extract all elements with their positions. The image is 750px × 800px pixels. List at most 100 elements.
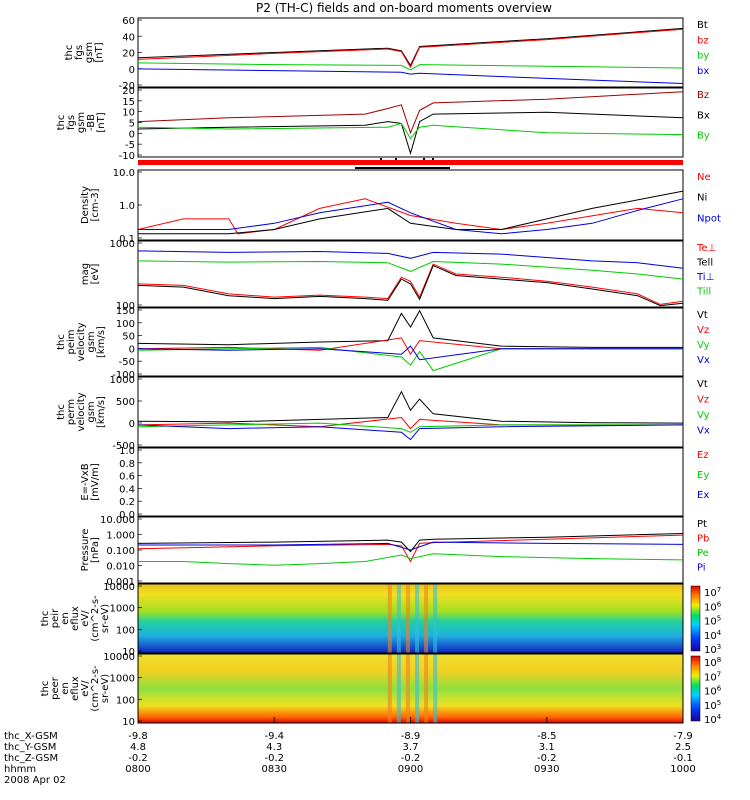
x-axis-value: 2.5 bbox=[675, 742, 691, 753]
series-line-Ti⊥ bbox=[137, 250, 684, 269]
y-tick-label: 15 bbox=[122, 97, 135, 108]
y-axis-label: thc bbox=[56, 334, 67, 350]
legend-label: Ey bbox=[697, 470, 709, 481]
spectrogram-feature bbox=[433, 654, 438, 723]
y-tick-label: 60 bbox=[122, 16, 135, 27]
y-tick-label: 1000 bbox=[110, 604, 135, 615]
x-axis-row-label: thc_X-GSM bbox=[4, 731, 58, 742]
y-axis-label: E=-VxB bbox=[80, 463, 91, 500]
panel-frame bbox=[137, 376, 684, 448]
y-tick-label: -50 bbox=[119, 357, 135, 368]
colorbar-tick-label: 107 bbox=[704, 586, 721, 599]
y-tick-label: 100 bbox=[116, 301, 135, 312]
y-tick-label: 0.8 bbox=[119, 459, 135, 470]
legend-label: Vy bbox=[697, 410, 710, 421]
y-axis-label: eflux bbox=[70, 676, 81, 701]
series-line-Vx bbox=[137, 424, 684, 441]
y-tick-label: 1.000 bbox=[106, 531, 135, 542]
series-line-Vt bbox=[137, 390, 684, 424]
y-axis-label: Density bbox=[80, 186, 91, 224]
y-tick-label: 150 bbox=[116, 306, 135, 317]
y-axis-label: thc bbox=[40, 681, 51, 697]
y-tick-label: 20 bbox=[122, 49, 135, 60]
x-axis-value: 1000 bbox=[670, 764, 695, 775]
y-tick-label: 20 bbox=[122, 86, 135, 97]
colorbar-tick-label: 107 bbox=[704, 670, 721, 683]
series-line-by bbox=[137, 62, 684, 71]
x-axis-table: thc_X-GSM -9.8 -9.4 -8.9 -8.5 -7.9 thc_Y-GSM 4.… bbox=[4, 717, 696, 786]
legend-label: Vx bbox=[697, 355, 710, 366]
y-axis-label: velocity bbox=[76, 392, 87, 431]
y-axis-label: [nPa] bbox=[90, 537, 101, 563]
legend-label: Vt bbox=[697, 310, 708, 321]
y-axis-label: (cm^2-s- bbox=[90, 665, 101, 712]
series-line-Bx bbox=[137, 111, 684, 156]
series-line-Ni bbox=[138, 190, 684, 235]
colorbar-tick-label: 104 bbox=[704, 713, 722, 726]
y-axis-label: peer bbox=[50, 676, 61, 700]
spectrogram-feature bbox=[415, 654, 420, 723]
colorbar-tick-label: 106 bbox=[704, 685, 722, 698]
y-axis-label: [km/s] bbox=[96, 396, 107, 428]
series-line-Ne bbox=[137, 198, 684, 235]
y-axis-label: eV/ bbox=[80, 680, 91, 697]
x-axis-value: -9.4 bbox=[264, 731, 284, 742]
legend-label: Till bbox=[696, 287, 711, 298]
y-tick-label: 10 bbox=[122, 108, 135, 119]
y-tick-label: 0 bbox=[129, 65, 135, 76]
x-axis-value: -8.5 bbox=[537, 731, 557, 742]
spectrogram-feature bbox=[396, 584, 401, 653]
legend-label: Pi bbox=[697, 563, 706, 574]
y-tick-label: 500 bbox=[116, 397, 135, 408]
y-tick-label: 10.000 bbox=[100, 515, 135, 526]
colorbar bbox=[690, 655, 701, 722]
x-axis-value: 3.1 bbox=[539, 742, 555, 753]
y-tick-label: 10000 bbox=[103, 652, 135, 663]
spectrogram-feature bbox=[424, 654, 429, 723]
spectrogram-feature bbox=[387, 584, 392, 653]
spectrogram-feature bbox=[405, 584, 410, 653]
y-tick-label: 1000 bbox=[110, 239, 135, 250]
y-axis-label: peim bbox=[66, 329, 77, 354]
panel-frame bbox=[137, 447, 684, 517]
series-line-Vz bbox=[137, 416, 683, 430]
legend-label: Vz bbox=[697, 325, 709, 336]
colorbar-tick-label: 108 bbox=[704, 656, 721, 669]
colorbar-tick-label: 105 bbox=[704, 699, 721, 712]
panel-frame bbox=[137, 17, 684, 88]
y-tick-label: 1.0 bbox=[119, 201, 135, 212]
series-line-Vz bbox=[137, 337, 683, 356]
legend-label: Ti⊥ bbox=[696, 272, 714, 283]
x-axis-value: 0930 bbox=[534, 764, 559, 775]
spectrogram-feature bbox=[396, 654, 401, 723]
colorbar-tick-label: 103 bbox=[704, 643, 721, 656]
mode-mark bbox=[380, 158, 382, 160]
spectrogram-image bbox=[138, 654, 683, 723]
series-line-Vy bbox=[137, 346, 683, 372]
y-axis-label: en bbox=[60, 612, 71, 625]
panel-5: 150 100 500 -50 -100 thc peim velocity gsm [km/s]… bbox=[56, 306, 710, 381]
y-tick-label: 40 bbox=[122, 32, 135, 43]
y-axis-label: eflux bbox=[70, 606, 81, 631]
y-axis-label: velocity bbox=[76, 322, 87, 361]
panel-8: 10.000 1.000 0.100 0.010 0.001 Pressure [nPa] P… bbox=[80, 515, 709, 588]
y-tick-label: 100 bbox=[116, 625, 135, 636]
legend-label: Vy bbox=[697, 340, 710, 351]
series-line-Pb bbox=[137, 534, 684, 563]
y-axis-label: sr-eV) bbox=[100, 674, 111, 703]
legend-label: by bbox=[697, 51, 709, 62]
panel-frame bbox=[137, 307, 684, 377]
y-axis-label: thc bbox=[64, 45, 75, 61]
spectrogram-feature bbox=[415, 584, 420, 653]
series-line-Vt bbox=[137, 309, 683, 348]
y-axis-label: peir bbox=[50, 608, 61, 628]
panel-frame bbox=[137, 240, 684, 308]
y-tick-label: 0.100 bbox=[106, 546, 135, 557]
y-axis-label: [eV] bbox=[90, 264, 101, 285]
figure-title: P2 (TH-C) fields and on-board moments ov… bbox=[256, 1, 552, 15]
date-label: 2008 Apr 02 bbox=[4, 775, 66, 786]
y-tick-label: 0.001 bbox=[106, 577, 135, 588]
y-tick-label: 50 bbox=[122, 332, 135, 343]
